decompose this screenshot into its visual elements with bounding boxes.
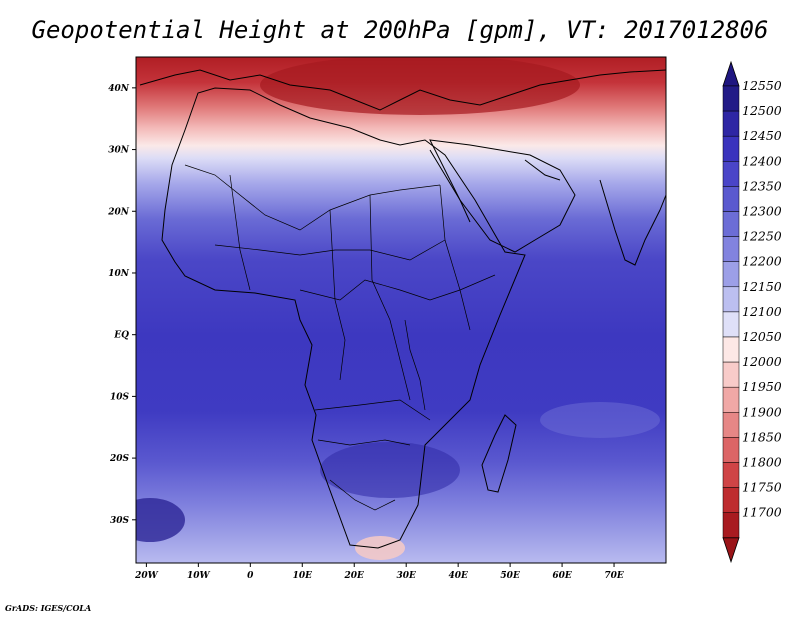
colorbar-label: 11850 <box>742 429 782 444</box>
madagascar-coastline <box>481 414 517 493</box>
lon-tick-label: 20W <box>134 571 159 581</box>
lon-tick-label: 50E <box>500 571 520 581</box>
colorbar-label: 12350 <box>742 178 782 193</box>
border-vertical-3 <box>439 184 471 331</box>
colorbar-swatch <box>722 186 740 212</box>
colorbar-label: 12200 <box>742 254 782 269</box>
lat-tick-label: 10S <box>110 392 130 402</box>
colorbar-swatch <box>722 236 740 262</box>
lon-tick-label: 60E <box>552 571 572 581</box>
coastlines <box>139 69 666 549</box>
border-sahel <box>214 239 446 261</box>
colorbar-label: 12050 <box>742 329 782 344</box>
colorbar-swatch <box>722 311 740 338</box>
lat-tick-label: 10N <box>108 269 130 279</box>
plot-frame <box>135 56 667 564</box>
colorbar-swatch <box>722 412 740 438</box>
lat-tick-label: 20N <box>107 207 130 217</box>
colorbar-bottom-arrow <box>722 537 740 564</box>
colorbar-top-arrow <box>722 60 740 87</box>
colorbar-swatch <box>722 361 740 388</box>
colorbar-label: 12300 <box>742 204 782 219</box>
border-vertical-2 <box>369 194 411 401</box>
colorbar-label: 12000 <box>742 354 782 369</box>
plot-area <box>136 57 666 563</box>
colorbar-swatch <box>722 110 740 137</box>
lat-tick-label: 30N <box>108 146 130 156</box>
colorbar-label: 11700 <box>742 505 782 520</box>
colorbar-swatch <box>722 336 740 363</box>
lat-tick-label: EQ <box>113 331 129 341</box>
colorbar-label: 11750 <box>742 480 782 495</box>
colorbar-swatch <box>722 261 740 288</box>
colorbar-swatch <box>722 512 740 539</box>
colorbar-swatch <box>722 85 740 112</box>
colorbar-label: 12150 <box>742 279 782 294</box>
colorbar-label: 11950 <box>742 379 782 394</box>
india-coastline <box>599 179 666 266</box>
borders <box>184 164 496 511</box>
colorbar-swatch <box>722 211 740 237</box>
border-south-2 <box>317 439 411 446</box>
arabia-coastline <box>429 139 576 253</box>
longitude-ticks: 20W 10W 0 10E 20E 30E 40E 50E 60E 70E <box>134 563 624 581</box>
colorbar-label: 12400 <box>742 153 782 168</box>
colorbar-label: 11800 <box>742 455 782 470</box>
colorbar-swatch <box>722 437 740 463</box>
lat-tick-label: 30S <box>110 516 130 526</box>
border-lakes <box>404 319 426 411</box>
lon-tick-label: 10W <box>187 571 211 581</box>
colorbar-swatch <box>722 161 740 187</box>
map-title: Geopotential Height at 200hPa [gpm], VT:… <box>32 16 769 44</box>
lon-tick-label: 0 <box>247 571 254 581</box>
border-south-1 <box>314 399 431 421</box>
border-vertical-west <box>229 174 251 291</box>
colorbar-label: 12450 <box>742 128 782 143</box>
grads-credit: GrADS: IGES/COLA <box>5 603 91 613</box>
europe-coastline <box>139 69 666 111</box>
colorbar-swatch <box>722 462 740 488</box>
border-sahara-north <box>184 164 441 231</box>
lat-tick-label: 40N <box>108 84 130 94</box>
border-vertical-1 <box>329 209 346 381</box>
lon-tick-label: 10E <box>293 571 313 581</box>
lon-tick-label: 70E <box>604 571 624 581</box>
colorbar-label: 12550 <box>742 78 782 93</box>
persian-gulf <box>524 159 561 181</box>
lon-tick-label: 40E <box>448 571 468 581</box>
colorbar: 12550 12500 12450 12400 12350 12300 12250 12200… <box>722 60 782 564</box>
colorbar-label: 12250 <box>742 229 782 244</box>
lat-tick-label: 20S <box>109 454 130 464</box>
high-core-southern-africa <box>320 442 460 498</box>
africa-coastline <box>161 87 526 549</box>
lon-tick-label: 30E <box>397 571 417 581</box>
colorbar-swatch <box>722 386 740 413</box>
colorbar-label: 11900 <box>742 404 782 419</box>
ridge-cape <box>355 536 405 560</box>
border-south-3 <box>329 479 396 511</box>
colorbar-label: 12500 <box>742 103 782 118</box>
high-core-indian-ocean <box>540 402 660 438</box>
lon-tick-label: 20E <box>344 571 365 581</box>
colorbar-swatch <box>722 286 740 313</box>
low-core-south-atlantic <box>136 498 185 542</box>
colorbar-swatch <box>722 487 740 513</box>
colorbar-swatch <box>722 135 740 162</box>
mediterranean-max <box>260 57 580 115</box>
colorbar-label: 12100 <box>742 304 782 319</box>
latitude-ticks: 40N 30N 20N 10N EQ 10S 20S 30S <box>107 84 136 526</box>
red-sea <box>429 149 471 223</box>
